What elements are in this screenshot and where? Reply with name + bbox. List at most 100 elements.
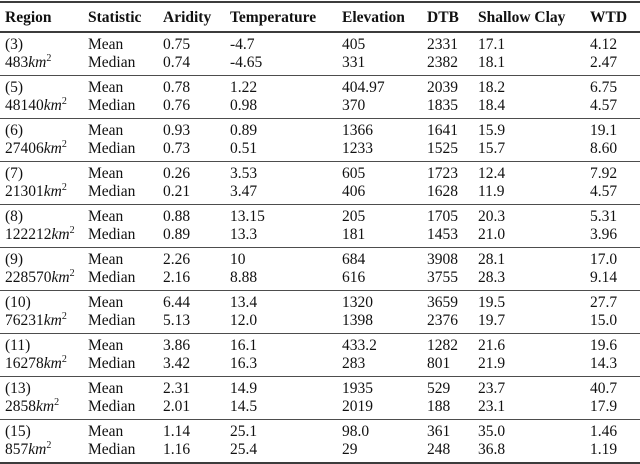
area-exponent: 2 <box>61 97 67 107</box>
area-exponent: 2 <box>46 54 52 64</box>
region-group: (15) Mean 1.14 25.1 98.0 361 35.0 1.46 857km2 Med… <box>0 420 640 464</box>
value-cell-elevation: 684 <box>342 251 366 268</box>
value-cell-wtd: 8.60 <box>590 140 618 157</box>
region-id-cell: (10) <box>5 294 31 311</box>
value-cell-shallow-clay: 28.1 <box>478 251 506 268</box>
value-cell-aridity: 6.44 <box>163 294 191 311</box>
region-area-cell: 16278km2 <box>0 355 88 377</box>
value-cell-dtb: 361 <box>427 423 451 440</box>
value-cell-elevation: 181 <box>342 226 366 243</box>
area-value: 48140 <box>5 97 44 114</box>
table-row-mean: (3) Mean 0.75 -4.7 405 2331 17.1 4.12 <box>0 32 640 54</box>
value-cell-elevation: 605 <box>342 165 366 182</box>
statistic-cell: Mean <box>88 165 124 182</box>
area-unit: km <box>51 226 70 243</box>
value-cell-elevation: 370 <box>342 97 366 114</box>
value-cell-aridity: 5.13 <box>163 312 191 329</box>
value-cell-aridity: 2.16 <box>163 269 191 286</box>
statistic-cell: Median <box>88 226 136 243</box>
value-cell-aridity: 0.88 <box>163 208 191 225</box>
statistic-cell: Median <box>88 312 136 329</box>
value-cell-elevation: 406 <box>342 183 366 200</box>
region-area-cell: 228570km2 <box>0 269 88 291</box>
statistic-cell: Median <box>88 398 136 415</box>
value-cell-shallow-clay: 35.0 <box>478 423 506 440</box>
value-cell-temperature: 13.3 <box>230 226 258 243</box>
value-cell-wtd: 19.1 <box>590 122 618 139</box>
area-value: 16278 <box>5 355 44 372</box>
table-row-mean: (10) Mean 6.44 13.4 1320 3659 19.5 27.7 <box>0 291 640 313</box>
value-cell-shallow-clay: 19.5 <box>478 294 506 311</box>
region-area-cell: 2858km2 <box>0 398 88 420</box>
table-row-mean: (8) Mean 0.88 13.15 205 1705 20.3 5.31 <box>0 205 640 227</box>
region-id-cell: (11) <box>5 337 31 354</box>
area-value: 228570 <box>5 269 52 286</box>
value-cell-temperature: 0.51 <box>230 140 258 157</box>
value-cell-elevation: 205 <box>342 208 366 225</box>
value-cell-dtb: 529 <box>427 380 451 397</box>
area-unit: km <box>36 398 55 415</box>
table-row-median: 16278km2 Median 3.42 16.3 283 801 21.9 14.3 <box>0 355 640 377</box>
value-cell-temperature: 12.0 <box>230 312 258 329</box>
value-cell-dtb: 1282 <box>427 337 458 354</box>
value-cell-shallow-clay: 21.6 <box>478 337 506 354</box>
value-cell-dtb: 2376 <box>427 312 458 329</box>
value-cell-wtd: 3.96 <box>590 226 618 243</box>
value-cell-temperature: 8.88 <box>230 269 258 286</box>
value-cell-wtd: 40.7 <box>590 380 618 397</box>
statistic-cell: Mean <box>88 251 124 268</box>
area-exponent: 2 <box>69 269 75 279</box>
value-cell-temperature: -4.7 <box>230 36 255 53</box>
area-value: 27406 <box>5 140 44 157</box>
area-exponent: 2 <box>54 398 60 408</box>
column-header-temperature: Temperature <box>230 9 317 26</box>
value-cell-elevation: 2019 <box>342 398 373 415</box>
region-area-cell: 857km2 <box>0 441 88 463</box>
value-cell-aridity: 1.16 <box>163 441 191 458</box>
column-header-shallow-clay: Shallow Clay <box>478 9 566 26</box>
area-exponent: 2 <box>46 441 52 451</box>
region-area-cell: 76231km2 <box>0 312 88 334</box>
area-exponent: 2 <box>61 140 67 150</box>
value-cell-shallow-clay: 28.3 <box>478 269 506 286</box>
table-row-mean: (15) Mean 1.14 25.1 98.0 361 35.0 1.46 <box>0 420 640 442</box>
table-row-median: 228570km2 Median 2.16 8.88 616 3755 28.3 9.14 <box>0 269 640 291</box>
value-cell-elevation: 1366 <box>342 122 373 139</box>
table-row-median: 48140km2 Median 0.76 0.98 370 1835 18.4 4.57 <box>0 97 640 119</box>
region-area-cell: 48140km2 <box>0 97 88 119</box>
value-cell-temperature: 16.1 <box>230 337 258 354</box>
value-cell-shallow-clay: 23.1 <box>478 398 506 415</box>
table-row-median: 483km2 Median 0.74 -4.65 331 2382 18.1 2.47 <box>0 54 640 76</box>
area-unit: km <box>51 269 70 286</box>
value-cell-dtb: 3755 <box>427 269 458 286</box>
statistic-cell: Mean <box>88 79 124 96</box>
value-cell-temperature: 25.4 <box>230 441 258 458</box>
area-value: 76231 <box>5 312 44 329</box>
column-header-statistic: Statistic <box>88 9 142 26</box>
table-row-median: 2858km2 Median 2.01 14.5 2019 188 23.1 17.9 <box>0 398 640 420</box>
value-cell-shallow-clay: 12.4 <box>478 165 506 182</box>
value-cell-wtd: 1.46 <box>590 423 618 440</box>
value-cell-wtd: 9.14 <box>590 269 618 286</box>
value-cell-aridity: 0.21 <box>163 183 191 200</box>
statistic-cell: Mean <box>88 122 124 139</box>
region-group: (8) Mean 0.88 13.15 205 1705 20.3 5.31 122212km2… <box>0 205 640 248</box>
value-cell-shallow-clay: 15.7 <box>478 140 506 157</box>
table-row-median: 76231km2 Median 5.13 12.0 1398 2376 19.7 15.0 <box>0 312 640 334</box>
table-row-mean: (5) Mean 0.78 1.22 404.97 2039 18.2 6.75 <box>0 76 640 98</box>
region-id-cell: (6) <box>5 122 24 139</box>
value-cell-wtd: 2.47 <box>590 54 618 71</box>
area-value: 2858 <box>5 398 36 415</box>
region-area-cell: 122212km2 <box>0 226 88 248</box>
value-cell-aridity: 0.93 <box>163 122 191 139</box>
statistic-cell: Mean <box>88 36 124 53</box>
value-cell-elevation: 616 <box>342 269 366 286</box>
value-cell-dtb: 1641 <box>427 122 458 139</box>
value-cell-shallow-clay: 19.7 <box>478 312 506 329</box>
value-cell-temperature: 10 <box>230 251 246 268</box>
area-value: 21301 <box>5 183 44 200</box>
region-area-cell: 483km2 <box>0 54 88 76</box>
area-exponent: 2 <box>61 355 67 365</box>
value-cell-temperature: 14.9 <box>230 380 258 397</box>
value-cell-aridity: 0.74 <box>163 54 191 71</box>
